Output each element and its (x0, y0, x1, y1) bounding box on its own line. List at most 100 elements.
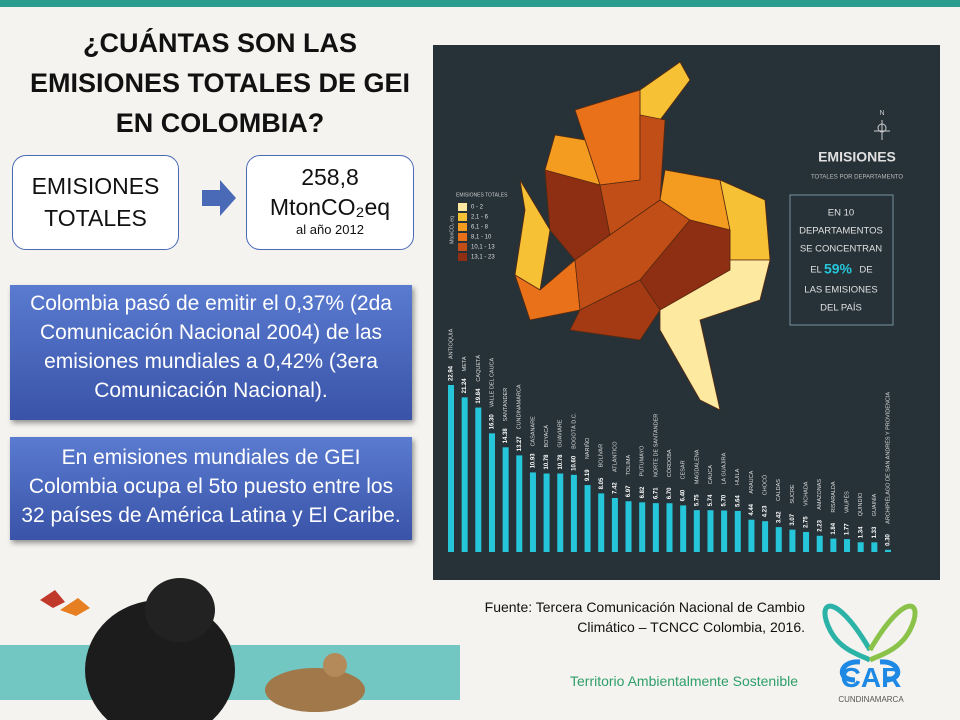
legend-label: 8,1 - 10 (471, 235, 492, 241)
bar (803, 531, 810, 552)
legend-label: 13,1 - 23 (471, 255, 495, 261)
callout-word: EL (810, 265, 822, 276)
arrow (202, 180, 236, 216)
callout-line: LAS EMISIONES (804, 285, 877, 296)
callout-line: EN 10 (828, 208, 854, 219)
source-line: Fuente: Tercera Comunicación Nacional de… (484, 599, 805, 615)
bar (557, 473, 564, 552)
value-label: 0.30 (886, 533, 892, 545)
value-label: 10.78 (558, 454, 564, 470)
legend-label: 0 - 2 (471, 205, 484, 211)
category-label: NORTE DE SANTANDER (653, 414, 659, 477)
value-label: 6.40 (681, 489, 687, 501)
bar (734, 510, 741, 552)
bar (598, 493, 605, 552)
legend-swatch (458, 243, 467, 251)
value-label: 3.07 (790, 513, 796, 525)
note-box: Colombia pasó de emitir el 0,37% (2da Co… (10, 285, 412, 420)
category-label: GUAVIARE (558, 419, 564, 447)
value-label: 16.30 (490, 414, 496, 430)
compass (874, 120, 890, 140)
value-label: 10.93 (531, 453, 537, 469)
legend-swatch (458, 203, 467, 211)
value-label: 2.23 (817, 519, 823, 531)
note-box: En emisiones mundiales de GEI Colombia o… (10, 437, 412, 540)
value-label: 6.71 (653, 487, 659, 499)
category-label: BOLÍVAR (598, 444, 605, 467)
map (514, 61, 771, 411)
value-label: 7.42 (612, 482, 618, 494)
category-label: NARIÑO (584, 437, 591, 459)
bar (529, 472, 536, 552)
infographic-subheading: TOTALES POR DEPARTAMENTO (811, 175, 903, 181)
value-label: 1.77 (845, 523, 851, 535)
callout-highlight: 59% (824, 261, 853, 277)
category-label: VALLE DEL CAUCA (489, 357, 495, 407)
note-line: emisiones mundiales a 0,42% (3era (44, 350, 378, 373)
total-note: al año 2012 (296, 222, 364, 237)
value-label: 19.84 (476, 388, 482, 404)
value-label: 8.05 (599, 477, 605, 489)
legend-title: EMISIONES TOTALES (456, 192, 508, 198)
category-label: CÓRDOBA (666, 449, 673, 477)
callout-line: SE CONCENTRAN (800, 244, 882, 255)
total-label: TOTALES (44, 205, 147, 231)
bar (830, 538, 837, 552)
note-line: Comunicación Nacional 2004) de las (39, 321, 383, 344)
category-label: GUAINÍA (871, 493, 878, 516)
value-label: 2.75 (804, 516, 810, 528)
category-label: BOYACÁ (543, 425, 550, 448)
compass-label: N (879, 110, 884, 117)
bar (816, 535, 823, 552)
legend-swatch (458, 213, 467, 221)
bar (789, 529, 796, 552)
bar (570, 474, 577, 552)
value-label: 1.84 (831, 522, 837, 534)
category-label: MAGDALENA (694, 449, 700, 484)
bar (857, 542, 864, 552)
value-label: 3.42 (776, 511, 782, 523)
logo-text: CAR (840, 662, 902, 693)
value-label: 21.24 (462, 378, 468, 394)
bar (762, 521, 769, 552)
slogan: Territorio Ambientalmente Sostenible (570, 673, 799, 689)
bar (475, 407, 482, 552)
bar (748, 519, 755, 552)
category-label: ATLÁNTICO (611, 441, 618, 472)
source: Fuente: Tercera Comunicación Nacional de… (400, 597, 805, 637)
value-label: 5.74 (708, 494, 714, 506)
note-line: Comunicación Nacional). (94, 379, 328, 402)
bar (680, 505, 687, 552)
category-label: CALDAS (776, 479, 782, 501)
value-label: 10.78 (544, 454, 550, 470)
value-label: 14.38 (503, 428, 509, 444)
bar (721, 510, 728, 552)
bar (543, 473, 550, 552)
bar (611, 497, 618, 552)
bar (693, 510, 700, 552)
title-line: EMISIONES TOTALES DE GEI (29, 68, 411, 98)
bar (516, 455, 523, 552)
bar (488, 433, 495, 552)
note-line: Colombia ocupa el 5to puesto entre los (28, 475, 394, 498)
total-unit: MtonCO₂eq (269, 194, 391, 220)
callout-line: DEL PAÍS (820, 303, 862, 314)
category-label: ANTIOQUIA (448, 328, 454, 359)
category-label: PUTUMAYO (640, 445, 646, 476)
wildlife-decoration (40, 578, 365, 720)
value-label: 10.60 (571, 455, 577, 471)
bar (584, 485, 591, 552)
bar (775, 527, 782, 552)
value-label: 5.64 (735, 495, 741, 507)
bar (885, 549, 891, 552)
legend-swatch (458, 223, 467, 231)
value-label: 6.70 (667, 487, 673, 499)
note-line: Colombia pasó de emitir el 0,37% (2da (30, 292, 392, 315)
bar (666, 503, 673, 552)
value-label: 5.75 (694, 494, 700, 506)
logo-subtext: CUNDINAMARCA (838, 695, 904, 704)
bar (652, 503, 659, 552)
value-label: 22.94 (449, 365, 455, 381)
value-label: 13.27 (517, 436, 523, 452)
